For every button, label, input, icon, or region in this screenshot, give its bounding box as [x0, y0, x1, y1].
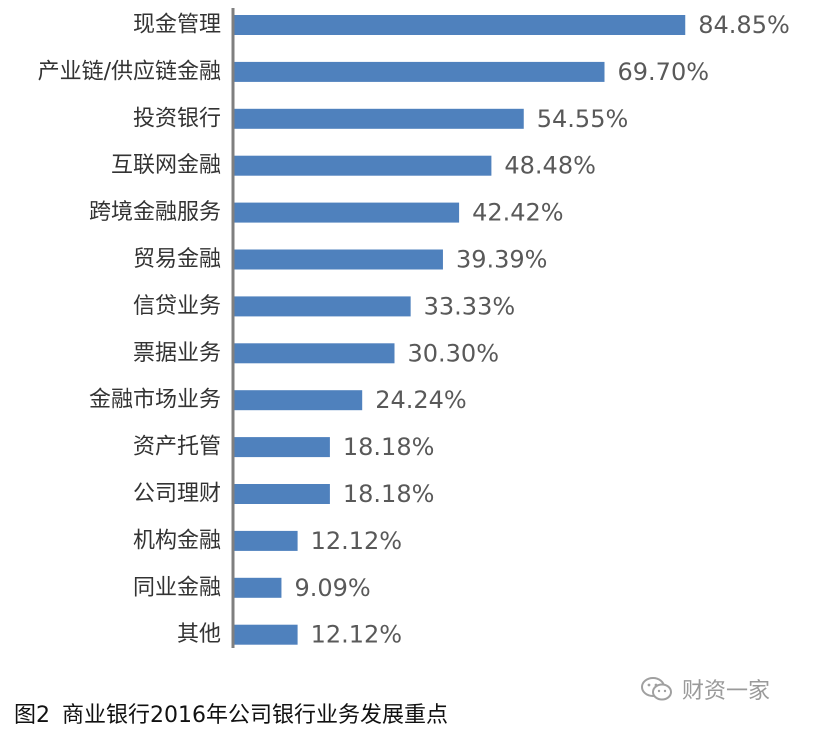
- data-label: 69.70%: [618, 58, 710, 86]
- category-label: 资产托管: [133, 435, 221, 460]
- category-label: 票据业务: [133, 341, 221, 366]
- bar: [233, 390, 363, 411]
- bar: [233, 202, 460, 223]
- bar: [233, 155, 492, 176]
- watermark: 财资一家: [640, 673, 770, 705]
- bar: [233, 343, 395, 364]
- data-label: 12.12%: [311, 527, 403, 555]
- bar: [233, 15, 686, 35]
- bar-chart: 现金管理产业链/供应链金融投资银行互联网金融跨境金融服务贸易金融信贷业务票据业务…: [38, 8, 790, 649]
- category-label: 跨境金融服务: [89, 200, 221, 225]
- category-label: 金融市场业务: [89, 388, 221, 413]
- data-label: 30.30%: [407, 339, 499, 367]
- data-label: 54.55%: [537, 105, 629, 133]
- bar: [233, 577, 282, 598]
- bar: [233, 296, 411, 317]
- data-label: 84.85%: [698, 11, 790, 39]
- figure-number: 图2: [14, 703, 50, 728]
- data-label: 24.24%: [375, 386, 467, 414]
- category-label: 公司理财: [133, 482, 221, 507]
- bars-group: [233, 15, 686, 645]
- bar: [233, 484, 330, 504]
- bar: [233, 437, 330, 458]
- category-label: 信贷业务: [133, 294, 221, 319]
- data-label: 12.12%: [311, 621, 403, 649]
- category-label: 产业链/供应链金融: [38, 59, 221, 84]
- value-labels-group: 84.85% 69.70% 54.55% 48.48% 42.42% 39.39% 33.3…: [294, 11, 789, 649]
- category-label: 互联网金融: [111, 153, 221, 178]
- figure-caption: 图2 商业银行2016年公司银行业务发展重点: [14, 697, 448, 729]
- data-label: 18.18%: [343, 480, 435, 508]
- wechat-icon: [640, 675, 674, 703]
- bar: [233, 108, 524, 129]
- data-label: 39.39%: [456, 246, 548, 274]
- bar: [233, 61, 605, 82]
- bar: [233, 249, 443, 270]
- data-label: 18.18%: [343, 433, 435, 461]
- category-label: 同业金融: [133, 575, 221, 600]
- data-label: 33.33%: [424, 292, 516, 320]
- category-labels-group: 现金管理产业链/供应链金融投资银行互联网金融跨境金融服务贸易金融信贷业务票据业务…: [38, 13, 221, 648]
- data-label: 42.42%: [472, 199, 564, 227]
- category-label: 贸易金融: [133, 247, 221, 272]
- data-label: 48.48%: [504, 152, 596, 180]
- category-label: 其他: [177, 622, 221, 647]
- data-label: 9.09%: [294, 574, 370, 602]
- watermark-text: 财资一家: [682, 679, 771, 704]
- category-label: 投资银行: [133, 106, 221, 131]
- category-label: 现金管理: [133, 13, 221, 38]
- bar: [233, 624, 298, 645]
- figure-title: 商业银行2016年公司银行业务发展重点: [62, 703, 448, 728]
- bar: [233, 530, 298, 551]
- category-label: 机构金融: [133, 528, 221, 553]
